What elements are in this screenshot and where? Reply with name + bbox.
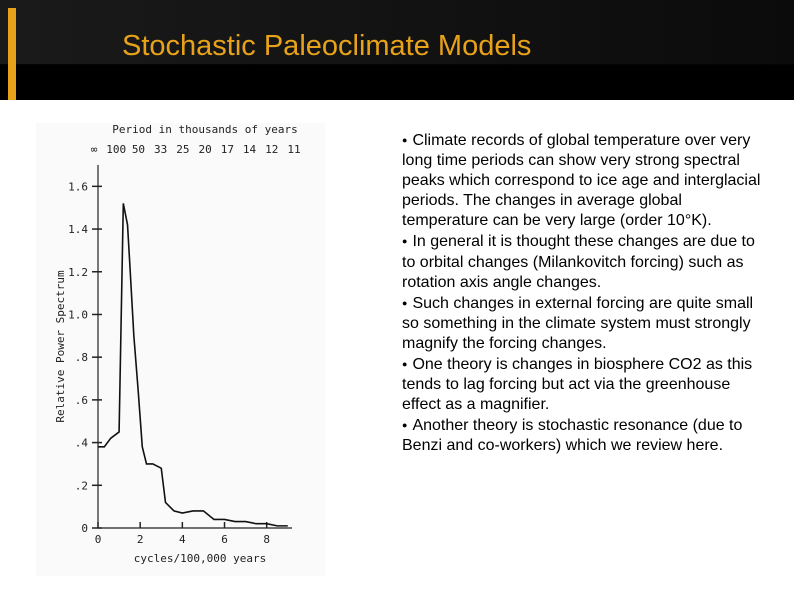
series-line-0 xyxy=(98,203,288,527)
top-tick-label: 20 xyxy=(198,143,211,156)
slide-title: Stochastic Paleoclimate Models xyxy=(122,30,532,62)
top-tick-label: 33 xyxy=(154,143,167,156)
x-tick-label: 8 xyxy=(263,533,270,546)
y-tick-label: .6 xyxy=(75,394,88,407)
title-bar: Stochastic Paleoclimate Models xyxy=(0,0,794,100)
top-tick-label: 12 xyxy=(265,143,278,156)
bullet-dot-icon: ● xyxy=(402,359,408,370)
bullet-text: Climate records of global temperature ov… xyxy=(402,132,761,230)
bullet-dot-icon: ● xyxy=(402,420,408,431)
y-tick-label: 0 xyxy=(81,522,88,535)
top-axis-label: Period in thousands of years xyxy=(112,123,297,136)
x-tick-label: 2 xyxy=(137,533,144,546)
top-tick-label: 100 xyxy=(106,143,126,156)
top-tick-label: 14 xyxy=(243,143,257,156)
y-tick-label: 1.0 xyxy=(68,308,88,321)
title-band xyxy=(0,0,794,64)
chart-svg: Period in thousands of years∞ 100 50 33 25 20… xyxy=(54,123,301,565)
bullet-item: ● Another theory is stochastic resonance … xyxy=(402,417,742,454)
y-axis-label: Relative Power Spectrum xyxy=(54,270,67,423)
bullet-dot-icon: ● xyxy=(402,135,408,145)
spectrum-chart: Period in thousands of years ∞ 100 50 33 25 20… xyxy=(36,123,325,576)
top-tick-label: 50 xyxy=(132,143,145,156)
x-tick-label: 6 xyxy=(221,533,228,546)
bullet-text: One theory is changes in biosphere CO2 a… xyxy=(402,356,753,414)
x-tick-label: 0 xyxy=(95,533,102,546)
y-tick-label: 1.4 xyxy=(68,223,88,236)
x-axis-label: cycles/100,000 years xyxy=(134,552,266,565)
top-tick-label: 25 xyxy=(176,143,189,156)
top-tick-label: 11 xyxy=(287,143,300,156)
top-tick-label: 17 xyxy=(221,143,234,156)
bullet-item: ● Such changes in external forcing are qu… xyxy=(402,295,753,352)
y-tick-label: 1.2 xyxy=(68,266,88,279)
bullet-dot-icon: ● xyxy=(402,236,408,247)
y-tick-label: .2 xyxy=(75,479,88,492)
bullet-item: ● Climate records of global temperature o… xyxy=(402,132,760,229)
bullet-item: ● In general it is thought these changes … xyxy=(402,233,755,290)
bullet-list: ● Climate records of global temperature o… xyxy=(402,130,762,457)
bullet-item: ● One theory is changes in biosphere CO2 … xyxy=(402,356,752,413)
y-tick-label: .8 xyxy=(75,351,88,364)
bullet-text: In general it is thought these changes a… xyxy=(402,233,755,291)
bullet-text: Another theory is stochastic resonance (… xyxy=(402,417,743,455)
bullet-dot-icon: ● xyxy=(402,297,408,308)
x-tick-label: 4 xyxy=(179,533,186,546)
top-tick-label: ∞ xyxy=(91,143,98,156)
y-tick-label: .4 xyxy=(75,437,89,450)
y-tick-label: 1.6 xyxy=(68,180,88,193)
accent-stripe xyxy=(8,8,16,100)
bullet-text: Such changes in external forcing are qui… xyxy=(402,294,754,352)
